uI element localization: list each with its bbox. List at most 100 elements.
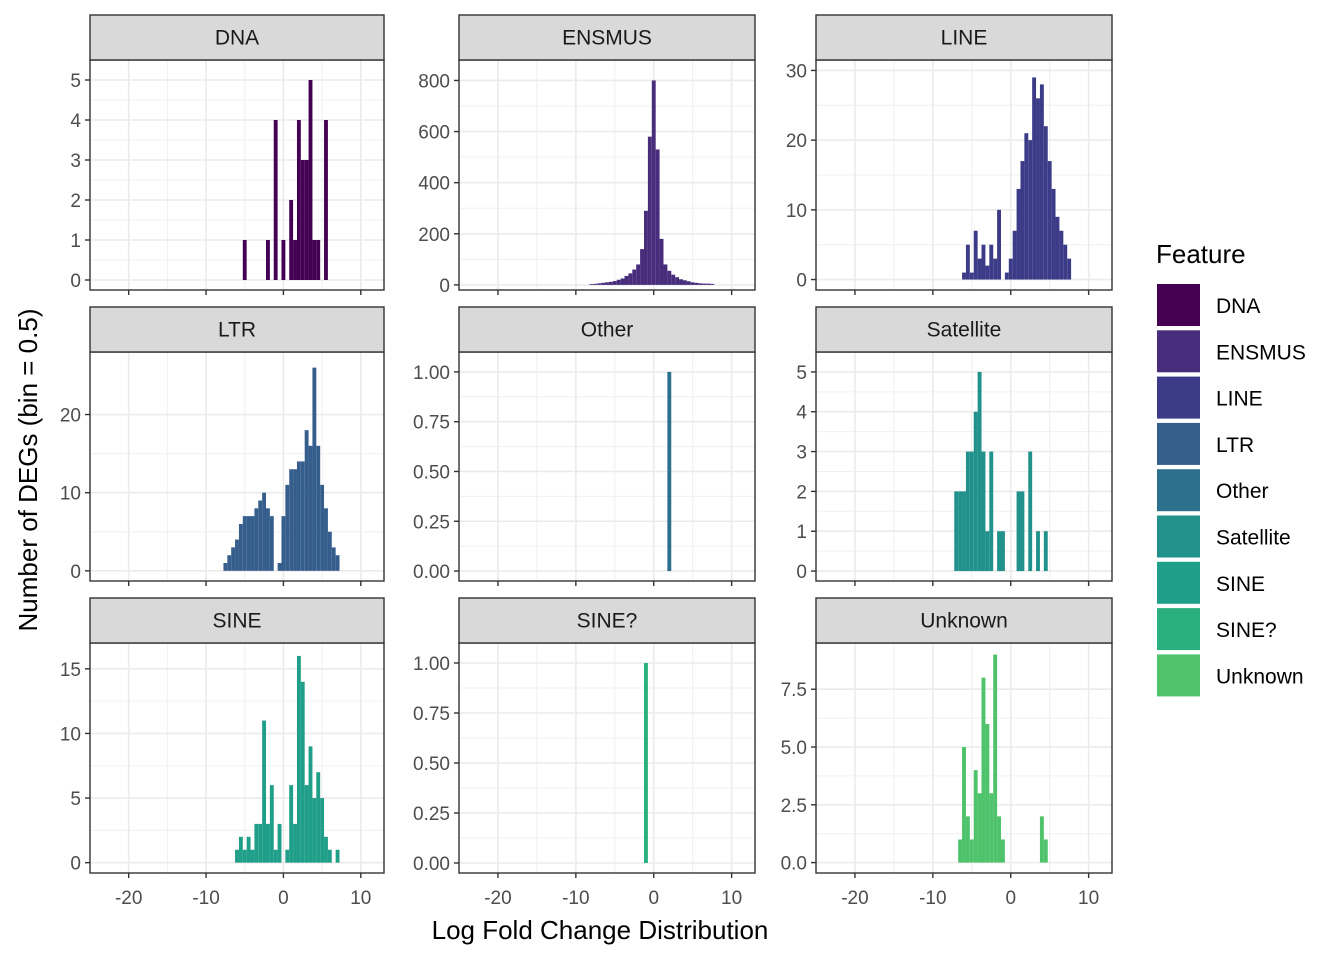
y-tick-label: 15 (60, 660, 81, 681)
histogram-bar (997, 531, 1001, 572)
histogram-bar (269, 516, 274, 571)
histogram-bar (608, 281, 613, 285)
histogram-bar (293, 469, 297, 571)
panel-satellite: Satellite 0 1 2 3 4 5 (796, 306, 1113, 586)
y-tick-label: 4 (70, 111, 81, 132)
histogram-bar (1036, 531, 1040, 572)
y-axis-title: Number of DEGs (bin = 0.5) (13, 309, 43, 632)
histogram-bar (1055, 216, 1060, 280)
x-tick-label: -10 (192, 888, 219, 909)
facet-strip (458, 597, 756, 644)
panel-unknown: Unknown 0.0 2.5 5.0 7.5 -20 -10 0 10 (781, 597, 1113, 909)
x-tick-label: 10 (721, 888, 742, 909)
histogram-bar (694, 282, 699, 285)
y-tick-label: 2 (70, 191, 81, 212)
histogram-bar (667, 371, 672, 572)
histogram-bar (706, 283, 711, 285)
y-tick-label: 0.00 (413, 854, 450, 875)
y-tick-label: 5 (796, 363, 807, 384)
panel-background (459, 352, 755, 581)
y-tick-label: 0 (439, 276, 450, 297)
panels-layer: DNA012345ENSMUS0200400600800LINE0102030L… (60, 14, 1113, 909)
y-tick-label: 0 (796, 271, 807, 292)
histogram-bar (227, 555, 232, 571)
y-tick-label: 20 (786, 131, 807, 152)
histogram-bar (327, 531, 332, 571)
histogram-bar (235, 849, 239, 863)
histogram-bar (254, 823, 259, 863)
y-tick-label: 0.25 (413, 804, 450, 825)
x-tick-label: 10 (350, 888, 371, 909)
histogram-bar (965, 451, 970, 572)
histogram-bar (679, 279, 683, 285)
histogram-bar (285, 849, 290, 863)
histogram-bar (989, 451, 994, 572)
histogram-bar (1043, 126, 1048, 280)
histogram-bar (973, 770, 978, 863)
y-tick-label: 5 (70, 71, 81, 92)
histogram-bar (262, 720, 267, 863)
y-tick-label: 0 (796, 562, 807, 583)
histogram-bar (981, 244, 986, 280)
y-tick-label: 7.5 (781, 680, 807, 701)
histogram-bar (293, 823, 297, 863)
histogram-bar (985, 265, 990, 280)
y-tick-label: 30 (786, 61, 807, 82)
legend-item-ltr: LTR (1157, 422, 1254, 465)
y-tick-label: 10 (60, 484, 81, 505)
histogram-bar (312, 240, 317, 280)
x-tick-label: -20 (484, 888, 511, 909)
histogram-bar (250, 849, 255, 863)
histogram-bar (997, 209, 1001, 280)
histogram-bar (1020, 161, 1025, 280)
histogram-bar (324, 508, 328, 571)
histogram-bar (1039, 84, 1044, 280)
histogram-bar (620, 278, 625, 285)
histogram-bar (289, 200, 294, 280)
y-tick-label: 0.25 (413, 512, 450, 533)
histogram-bar (636, 264, 641, 285)
histogram-bar (277, 563, 282, 571)
y-tick-label: 0 (70, 271, 81, 292)
histogram-bar (238, 523, 243, 571)
histogram-bar (277, 823, 282, 863)
histogram-bar (308, 746, 313, 863)
histogram-bar (698, 283, 703, 285)
histogram-bar (640, 249, 644, 285)
facet-strip (89, 14, 385, 61)
legend-item-dna: DNA (1157, 284, 1260, 326)
y-tick-label: 0.00 (413, 562, 450, 583)
histogram-bar (235, 539, 239, 571)
histogram-bar (242, 516, 247, 571)
histogram-bar (985, 531, 990, 572)
histogram-bar (324, 836, 328, 863)
histogram-bar (331, 547, 336, 571)
facet-strip-label: Other (581, 319, 634, 342)
histogram-bar (1032, 77, 1037, 280)
facet-strip (815, 597, 1113, 644)
histogram-bar (324, 120, 328, 280)
legend-item-sine: SINE (1157, 561, 1265, 604)
histogram-bar (647, 136, 652, 285)
facet-strip (89, 597, 385, 644)
histogram-bar (1067, 258, 1072, 280)
legend-key (1157, 608, 1200, 651)
facet-strip (458, 306, 756, 353)
panel-background (459, 643, 755, 873)
histogram-bar (293, 240, 297, 280)
facet-strip-label: DNA (215, 27, 259, 50)
histogram-bar (223, 563, 228, 571)
facet-strip (815, 14, 1113, 61)
histogram-bar (644, 210, 648, 285)
y-tick-label: 4 (796, 403, 807, 424)
histogram-bar (258, 823, 263, 863)
histogram-bar (335, 555, 340, 571)
histogram-bar (612, 281, 617, 285)
panel-other: Other 0.00 0.25 0.50 0.75 1.00 (413, 306, 756, 586)
histogram-bar (316, 445, 321, 571)
histogram-bar (327, 849, 332, 863)
panel-background (90, 60, 384, 290)
panel-background (459, 60, 755, 290)
facet-strip (458, 14, 756, 61)
